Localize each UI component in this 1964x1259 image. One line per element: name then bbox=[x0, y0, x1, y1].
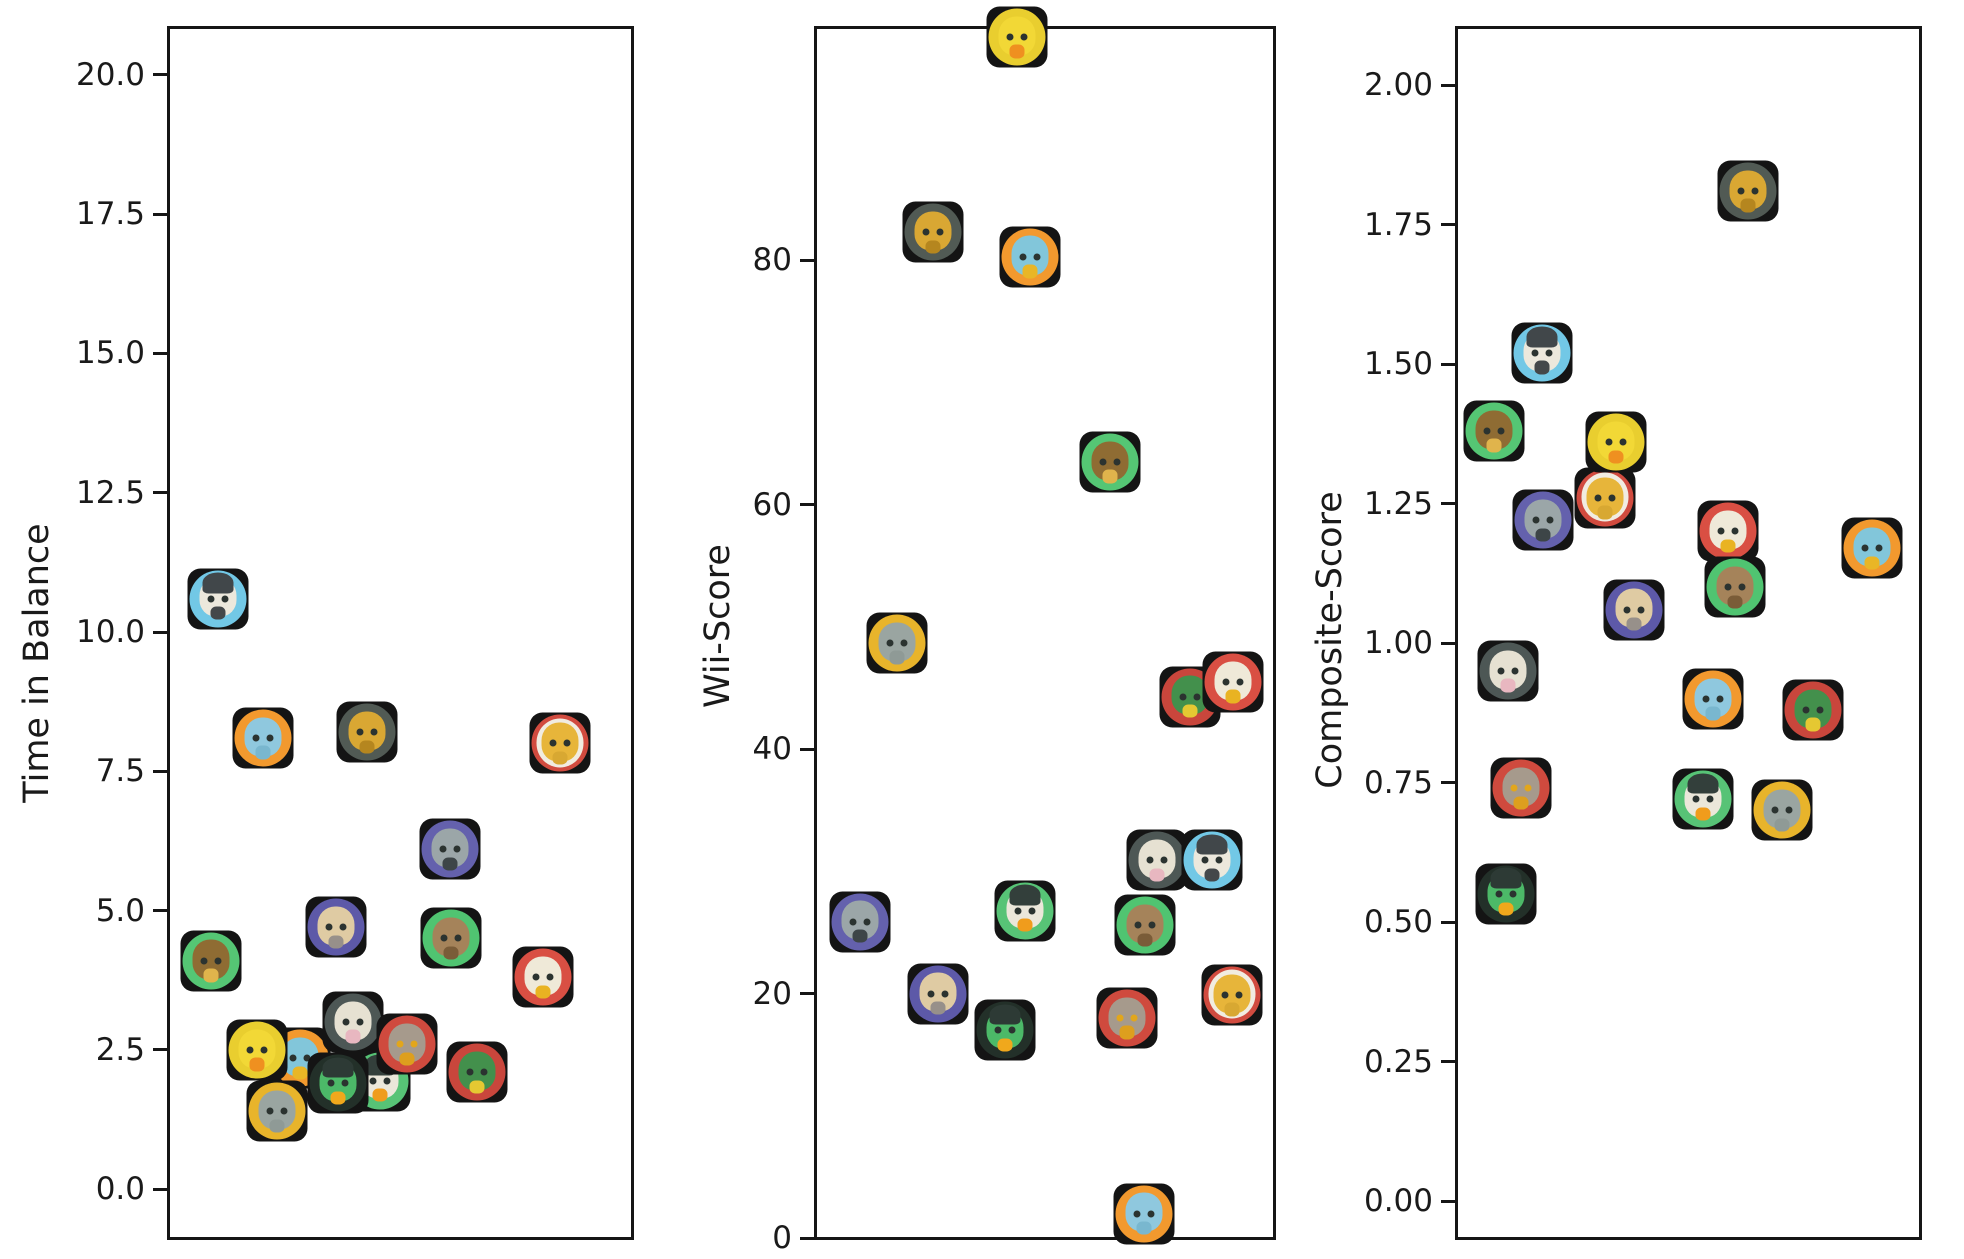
point-snake-icon bbox=[446, 1041, 508, 1103]
point-dog-icon bbox=[1603, 579, 1665, 641]
y-tick bbox=[1441, 641, 1455, 645]
point-deer-icon bbox=[1717, 160, 1779, 222]
point-elephant-icon bbox=[1113, 1183, 1175, 1245]
point-duck-icon bbox=[1585, 411, 1647, 473]
point-hippo-icon bbox=[1751, 779, 1813, 841]
point-ram-icon bbox=[1574, 467, 1636, 529]
point-ram-icon bbox=[1201, 964, 1263, 1026]
point-horse-icon bbox=[1841, 517, 1903, 579]
point-bear-icon bbox=[1114, 894, 1176, 956]
y-tick-label: 5.0 bbox=[95, 892, 145, 929]
point-lion-icon bbox=[1463, 400, 1525, 462]
y-tick bbox=[153, 769, 167, 773]
y-tick-label: 1.00 bbox=[1363, 625, 1433, 661]
point-owl-icon bbox=[1096, 987, 1158, 1049]
y-tick-label: 0.0 bbox=[95, 1171, 145, 1208]
y-tick bbox=[153, 1187, 167, 1191]
y-tick bbox=[1441, 502, 1455, 505]
point-zebra-icon bbox=[1181, 829, 1243, 891]
point-duck-icon bbox=[226, 1019, 288, 1081]
point-lion-icon bbox=[180, 930, 242, 992]
point-zebra-icon bbox=[187, 568, 249, 630]
point-koala-icon bbox=[419, 818, 481, 880]
y-tick-label: 7.5 bbox=[95, 753, 145, 790]
y-tick-label: 10.0 bbox=[75, 614, 145, 650]
point-deer-icon bbox=[902, 201, 964, 263]
point-ram-icon bbox=[529, 712, 591, 774]
y-tick-label: 17.5 bbox=[75, 196, 145, 233]
y-tick bbox=[800, 747, 814, 751]
y-tick bbox=[153, 73, 167, 77]
point-cat-icon bbox=[1477, 640, 1539, 702]
y-tick-label: 0.25 bbox=[1363, 1043, 1433, 1080]
y-tick-label: 0.50 bbox=[1363, 904, 1433, 940]
y-tick bbox=[153, 1048, 167, 1052]
point-deer-icon bbox=[336, 701, 398, 763]
y-tick-label: 0 bbox=[772, 1220, 792, 1256]
y-tick-label: 20 bbox=[752, 975, 792, 1012]
y-tick-label: 1.75 bbox=[1363, 206, 1433, 243]
y-tick bbox=[1441, 223, 1455, 226]
y-tick bbox=[1441, 362, 1455, 366]
point-hippo-icon bbox=[866, 612, 928, 674]
plot-area-2 bbox=[1455, 26, 1922, 1240]
point-hippo-icon bbox=[246, 1080, 308, 1142]
point-parrot-icon bbox=[974, 999, 1036, 1061]
point-duck-icon bbox=[986, 6, 1048, 68]
y-tick-label: 40 bbox=[752, 731, 792, 768]
y-tick bbox=[153, 212, 167, 216]
point-eagle-icon bbox=[1202, 651, 1264, 713]
point-elephant-icon bbox=[1682, 668, 1744, 730]
point-zebra-icon bbox=[1511, 322, 1573, 384]
point-dog-icon bbox=[305, 896, 367, 958]
y-tick-label: 1.50 bbox=[1363, 346, 1433, 382]
y-tick-label: 0.75 bbox=[1363, 764, 1433, 801]
point-koala-icon bbox=[829, 891, 891, 952]
y-tick bbox=[153, 909, 167, 913]
point-bear-icon bbox=[420, 907, 482, 969]
y-axis-title-wii-score: Wii-Score bbox=[698, 544, 738, 708]
y-tick-label: 0.00 bbox=[1363, 1183, 1433, 1219]
y-tick bbox=[800, 1236, 814, 1240]
point-parrot-icon bbox=[307, 1052, 369, 1114]
point-parrot-icon bbox=[1475, 863, 1537, 925]
y-tick-label: 2.5 bbox=[95, 1031, 145, 1068]
y-tick-label: 60 bbox=[752, 486, 792, 523]
y-tick bbox=[153, 630, 167, 634]
y-tick bbox=[1441, 1060, 1455, 1063]
y-tick bbox=[800, 503, 814, 507]
point-snake-icon bbox=[1782, 679, 1844, 741]
point-penguin-icon bbox=[994, 880, 1056, 941]
point-elephant-icon bbox=[232, 707, 294, 769]
point-owl-icon bbox=[1490, 757, 1552, 819]
point-bear-icon bbox=[1704, 556, 1766, 618]
point-penguin-icon bbox=[1672, 768, 1734, 830]
y-tick bbox=[1441, 1199, 1455, 1203]
point-eagle-icon bbox=[1697, 500, 1759, 562]
y-tick-label: 1.25 bbox=[1363, 485, 1433, 522]
y-tick bbox=[800, 258, 814, 262]
y-tick bbox=[1441, 83, 1455, 87]
point-dog-icon bbox=[907, 963, 969, 1025]
point-cat-icon bbox=[322, 991, 384, 1053]
y-tick-label: 80 bbox=[752, 242, 792, 279]
y-tick bbox=[800, 992, 814, 996]
point-owl-icon bbox=[376, 1013, 438, 1075]
y-tick bbox=[153, 491, 167, 495]
point-lion-icon bbox=[1079, 431, 1141, 493]
y-tick-label: 15.0 bbox=[75, 335, 145, 372]
y-tick bbox=[153, 351, 167, 355]
y-tick-label: 2.00 bbox=[1363, 67, 1433, 103]
point-cat-icon bbox=[1126, 829, 1188, 891]
y-tick-label: 20.0 bbox=[75, 56, 145, 93]
y-tick-label: 12.5 bbox=[75, 474, 145, 511]
point-koala-icon bbox=[1512, 489, 1574, 551]
point-horse-icon bbox=[999, 226, 1061, 288]
point-eagle-icon bbox=[512, 946, 574, 1008]
y-tick bbox=[1441, 920, 1455, 924]
y-tick bbox=[1441, 781, 1455, 784]
